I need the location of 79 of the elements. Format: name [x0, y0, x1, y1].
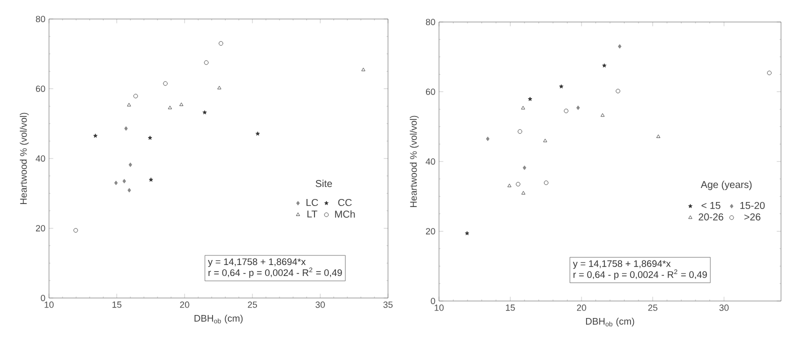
- point: [767, 70, 772, 76]
- y-tick-label: 20: [426, 228, 436, 234]
- point: [616, 88, 620, 94]
- annotation: r = 0,64 - p = 0,0024 - R$^{2}$ = 0,49: [574, 269, 707, 280]
- x-tick-label: 15: [506, 304, 515, 311]
- y-tick-label: 40: [426, 158, 436, 165]
- y-tick-label: 60: [36, 86, 46, 92]
- legend-title: Site: [316, 180, 332, 188]
- point: [521, 106, 526, 110]
- legend-label: CC: [338, 198, 352, 206]
- x-tick-label: 20: [180, 302, 190, 308]
- point: [507, 184, 512, 188]
- point: [361, 68, 366, 72]
- x-axis-title: DBH$_{ob}$ (cm): [194, 314, 243, 324]
- legend-label: MCh: [335, 210, 355, 218]
- point: [122, 178, 126, 184]
- point: [133, 94, 138, 98]
- point: [217, 86, 222, 90]
- point: [73, 228, 78, 233]
- y-tick-label: 40: [36, 155, 46, 162]
- point: [600, 113, 605, 117]
- point: [218, 41, 224, 46]
- x-tick-label: 10: [44, 302, 54, 308]
- x-axis-title: DBH$_{ob}$ (cm): [586, 318, 634, 327]
- point: [564, 108, 568, 114]
- y-tick-label: 0: [430, 298, 436, 304]
- point: [522, 166, 526, 170]
- point: [486, 136, 490, 142]
- point: [528, 96, 532, 101]
- point: [93, 134, 98, 138]
- x-tick-label: 20: [576, 304, 586, 311]
- x-tick-label: 15: [112, 302, 122, 308]
- y-tick-label: 80: [426, 18, 436, 26]
- legend-label: LT: [307, 210, 318, 218]
- point: [128, 188, 132, 192]
- legend-label: < 15: [702, 202, 720, 209]
- point: [168, 106, 172, 110]
- annotation: r = 0,64 - p = 0,0024 - R$^{2}$ = 0,49: [208, 268, 342, 278]
- point: [128, 162, 132, 168]
- point: [576, 106, 580, 110]
- point: [148, 178, 154, 182]
- point: [202, 110, 207, 114]
- legend-label: 15-20: [740, 202, 765, 210]
- annotation: y = 14,1758 + 1,8694*x: [572, 260, 671, 269]
- point: [179, 102, 184, 106]
- point: [518, 129, 522, 134]
- point: [602, 63, 606, 68]
- x-tick-label: 25: [648, 304, 658, 311]
- x-tick-label: 30: [719, 304, 729, 311]
- point: [148, 136, 152, 140]
- point: [114, 180, 118, 186]
- x-tick-label: 10: [434, 304, 444, 311]
- legend-label: LC: [306, 198, 318, 206]
- y-tick-label: 0: [40, 294, 46, 302]
- x-tick-label: 25: [248, 302, 258, 308]
- point: [464, 231, 470, 236]
- y-tick-label: 20: [36, 225, 46, 232]
- point: [543, 138, 548, 142]
- annotation: y = 14,1758 + 1,8694*x: [208, 258, 306, 267]
- point: [618, 44, 622, 49]
- y-tick-label: 60: [426, 88, 436, 95]
- point: [521, 190, 526, 194]
- point: [204, 60, 209, 65]
- point: [516, 182, 520, 186]
- legend-label: 20-26: [698, 213, 724, 220]
- legend-title: Age (years): [700, 180, 752, 190]
- point: [127, 102, 131, 106]
- point: [256, 131, 260, 136]
- point: [656, 134, 660, 138]
- point: [544, 180, 548, 186]
- x-tick-label: 35: [383, 302, 393, 308]
- point: [124, 126, 128, 131]
- point: [163, 81, 168, 86]
- y-tick-label: 80: [36, 16, 46, 22]
- point: [559, 84, 564, 88]
- legend-label: >26: [744, 213, 760, 220]
- y-axis-title: Heartwood % (vol/vol): [410, 116, 419, 208]
- x-tick-label: 30: [316, 302, 325, 308]
- y-axis-title: Heartwood % (vol/vol): [20, 112, 29, 204]
